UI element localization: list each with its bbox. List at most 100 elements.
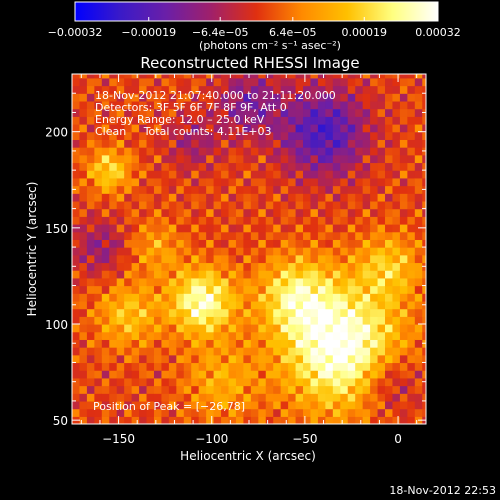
- heatmap-cell: [317, 416, 326, 424]
- heatmap-cell: [79, 385, 88, 394]
- heatmap-cell: [206, 262, 215, 271]
- heatmap-cell: [72, 262, 81, 271]
- heatmap-cell: [206, 224, 215, 233]
- heatmap-cell: [139, 200, 148, 210]
- heatmap-cell: [340, 224, 349, 233]
- heatmap-cell: [146, 154, 155, 164]
- heatmap-cell: [362, 100, 371, 110]
- heatmap-cell: [94, 154, 103, 164]
- heatmap-cell: [221, 331, 230, 340]
- heatmap-cell: [355, 100, 364, 110]
- heatmap-cell: [101, 77, 110, 87]
- heatmap-cell: [79, 339, 88, 348]
- heatmap-cell: [332, 85, 341, 94]
- heatmap-cell: [280, 231, 289, 240]
- heatmap-cell: [288, 108, 297, 117]
- heatmap-cell: [355, 200, 364, 210]
- heatmap-cell: [295, 185, 304, 194]
- heatmap-cell: [94, 324, 103, 333]
- heatmap-cell: [370, 270, 379, 279]
- heatmap-cell: [191, 400, 200, 410]
- heatmap-cell: [310, 308, 319, 317]
- heatmap-cell: [72, 354, 81, 364]
- heatmap-cell: [131, 293, 140, 302]
- heatmap-cell: [265, 393, 274, 402]
- heatmap-cell: [206, 324, 215, 333]
- heatmap-cell: [72, 377, 81, 387]
- heatmap-cell: [235, 285, 245, 294]
- heatmap-cell: [221, 162, 230, 171]
- heatmap-cell: [414, 93, 423, 102]
- heatmap-cell: [131, 154, 140, 164]
- heatmap-cell: [161, 154, 170, 164]
- heatmap-cell: [310, 300, 319, 310]
- heatmap-cell: [153, 416, 163, 424]
- heatmap-cell: [325, 100, 334, 110]
- heatmap-cell: [101, 385, 110, 394]
- heatmap-cell: [72, 308, 81, 317]
- heatmap-cell: [377, 362, 386, 371]
- heatmap-cell: [221, 74, 230, 79]
- heatmap-cell: [325, 400, 334, 410]
- heatmap-cell: [347, 139, 356, 148]
- heatmap-cell: [221, 139, 230, 148]
- heatmap-cell: [377, 77, 386, 87]
- heatmap-cell: [340, 277, 349, 287]
- heatmap-cell: [355, 77, 364, 87]
- heatmap-cell: [191, 116, 200, 125]
- y-tick-label: 100: [45, 318, 68, 332]
- heatmap-cell: [176, 385, 185, 394]
- heatmap-cell: [414, 124, 423, 133]
- heatmap-cell: [161, 108, 170, 117]
- heatmap-cell: [280, 308, 289, 317]
- heatmap-cell: [124, 185, 133, 194]
- heatmap-cell: [399, 93, 408, 102]
- heatmap-cell: [168, 308, 177, 317]
- heatmap-cell: [317, 247, 326, 256]
- heatmap-cell: [258, 108, 267, 117]
- heatmap-cell: [340, 185, 349, 194]
- heatmap-cell: [422, 200, 426, 210]
- heatmap-cell: [325, 170, 334, 179]
- heatmap-cell: [399, 177, 408, 187]
- heatmap-cell: [303, 262, 312, 271]
- heatmap-cell: [414, 154, 423, 164]
- heatmap-cell: [295, 324, 304, 333]
- heatmap-cell: [139, 293, 148, 302]
- heatmap-cell: [362, 247, 371, 256]
- heatmap-cell: [72, 339, 81, 348]
- heatmap-cell: [213, 316, 222, 325]
- heatmap-cell: [109, 185, 118, 194]
- heatmap-cell: [101, 400, 110, 410]
- heatmap-cell: [228, 177, 237, 187]
- heatmap-cell: [86, 147, 95, 156]
- heatmap-cell: [362, 347, 371, 356]
- heatmap-cell: [303, 193, 312, 202]
- heatmap-cell: [347, 339, 356, 348]
- heatmap-cell: [377, 177, 386, 187]
- heatmap-cell: [265, 208, 274, 217]
- x-tick-label: −150: [102, 432, 135, 446]
- heatmap-cell: [206, 154, 215, 164]
- heatmap-cell: [288, 339, 297, 348]
- heatmap-cell: [317, 324, 326, 333]
- heatmap-cell: [124, 147, 133, 156]
- heatmap-cell: [303, 139, 312, 148]
- heatmap-cell: [392, 324, 401, 333]
- heatmap-cell: [86, 224, 95, 233]
- heatmap-cell: [191, 416, 200, 424]
- heatmap-cell: [176, 139, 185, 148]
- heatmap-cell: [161, 416, 170, 424]
- heatmap-cell: [317, 400, 326, 410]
- heatmap-cell: [109, 77, 118, 87]
- heatmap-cell: [265, 377, 274, 387]
- heatmap-cell: [176, 416, 185, 424]
- heatmap-cell: [392, 247, 401, 256]
- heatmap-cell: [206, 400, 215, 410]
- heatmap-cell: [303, 239, 312, 248]
- heatmap-cell: [139, 77, 148, 87]
- heatmap-cell: [347, 231, 356, 240]
- heatmap-cell: [183, 216, 192, 225]
- heatmap-cell: [191, 247, 200, 256]
- heatmap-cell: [191, 93, 200, 102]
